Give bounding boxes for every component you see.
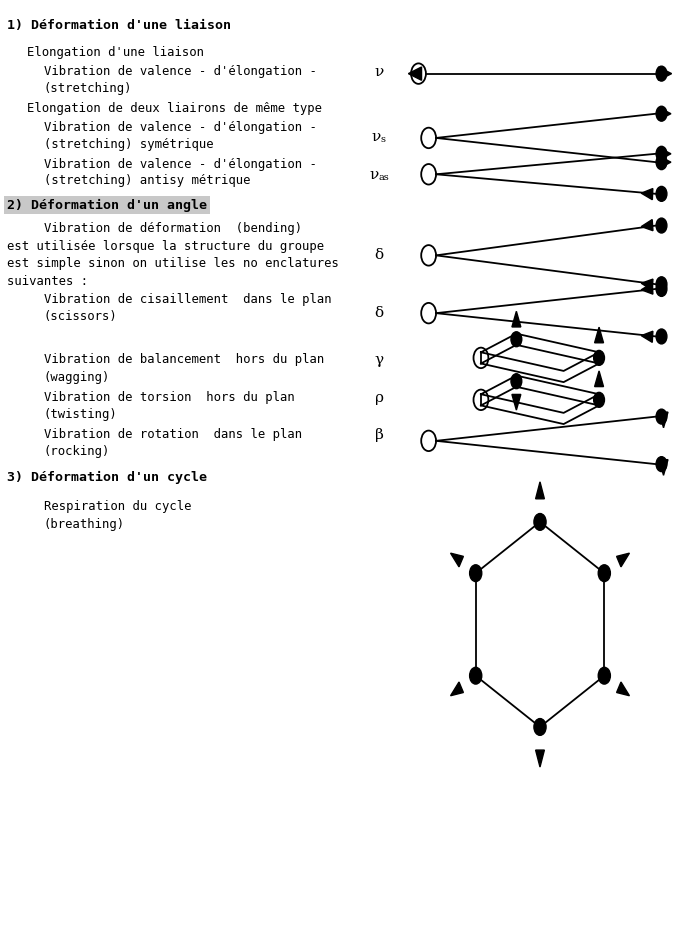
Text: 2) Déformation d'un angle: 2) Déformation d'un angle <box>7 199 207 212</box>
Polygon shape <box>641 331 653 342</box>
Circle shape <box>656 409 667 424</box>
Circle shape <box>594 392 605 407</box>
Circle shape <box>656 66 667 81</box>
Polygon shape <box>616 682 630 695</box>
Text: (stretching) symétrique: (stretching) symétrique <box>44 138 213 151</box>
Circle shape <box>511 374 522 389</box>
Circle shape <box>656 281 667 296</box>
Text: (scissors): (scissors) <box>44 310 117 323</box>
Text: Vibration de valence - d'élongation -: Vibration de valence - d'élongation - <box>44 65 317 78</box>
Text: (breathing): (breathing) <box>44 518 125 531</box>
Text: (twisting): (twisting) <box>44 408 117 421</box>
Polygon shape <box>408 67 421 80</box>
Text: β: β <box>375 428 383 442</box>
Text: Vibration de cisaillement  dans le plan: Vibration de cisaillement dans le plan <box>44 293 331 306</box>
Polygon shape <box>659 459 668 475</box>
Text: δ: δ <box>375 248 384 262</box>
Polygon shape <box>595 327 603 343</box>
Text: Respiration du cycle: Respiration du cycle <box>44 500 192 514</box>
Text: Vibration de torsion  hors du plan: Vibration de torsion hors du plan <box>44 391 294 404</box>
Circle shape <box>656 146 667 161</box>
Polygon shape <box>659 412 668 428</box>
Text: suivantes :: suivantes : <box>7 275 88 288</box>
Text: γ: γ <box>375 353 384 367</box>
Text: ν: ν <box>375 65 384 79</box>
Circle shape <box>470 565 482 582</box>
Circle shape <box>656 106 667 121</box>
Polygon shape <box>595 371 603 387</box>
Circle shape <box>656 186 667 201</box>
Text: 3) Déformation d'un cycle: 3) Déformation d'un cycle <box>7 471 207 484</box>
Text: as: as <box>378 173 389 183</box>
Circle shape <box>534 719 546 735</box>
Text: (stretching) antisy métrique: (stretching) antisy métrique <box>44 174 250 187</box>
Polygon shape <box>450 682 464 695</box>
Text: (wagging): (wagging) <box>44 371 110 384</box>
Text: Vibration de déformation  (bending): Vibration de déformation (bending) <box>44 222 302 235</box>
Circle shape <box>656 218 667 233</box>
Polygon shape <box>616 553 630 567</box>
Text: Vibration de valence - d'élongation -: Vibration de valence - d'élongation - <box>44 158 317 171</box>
Text: 1) Déformation d'une liaison: 1) Déformation d'une liaison <box>7 19 231 32</box>
Polygon shape <box>658 67 672 80</box>
Polygon shape <box>512 394 521 410</box>
Text: Elongation d'une liaison: Elongation d'une liaison <box>27 46 204 59</box>
Text: est simple sinon on utilise les no enclatures: est simple sinon on utilise les no encla… <box>7 257 339 270</box>
Polygon shape <box>536 750 544 767</box>
Text: δ: δ <box>375 306 384 320</box>
Text: s: s <box>380 135 385 144</box>
Polygon shape <box>659 107 671 120</box>
Polygon shape <box>641 279 653 290</box>
Circle shape <box>511 332 522 347</box>
Polygon shape <box>641 220 653 231</box>
Circle shape <box>598 667 610 684</box>
Text: Vibration de rotation  dans le plan: Vibration de rotation dans le plan <box>44 428 302 441</box>
Circle shape <box>598 565 610 582</box>
Text: ρ: ρ <box>375 391 383 404</box>
Polygon shape <box>659 156 671 169</box>
Text: ν: ν <box>370 168 379 182</box>
Text: Vibration de valence - d'élongation -: Vibration de valence - d'élongation - <box>44 121 317 134</box>
Polygon shape <box>450 553 464 567</box>
Polygon shape <box>512 311 521 327</box>
Text: Elongation de deux liairons de même type: Elongation de deux liairons de même type <box>27 102 322 115</box>
Circle shape <box>656 155 667 170</box>
Polygon shape <box>536 482 544 499</box>
Circle shape <box>656 277 667 292</box>
Polygon shape <box>659 147 671 160</box>
Text: (rocking): (rocking) <box>44 445 110 459</box>
Circle shape <box>534 514 546 530</box>
Circle shape <box>470 667 482 684</box>
Text: ν: ν <box>371 130 381 144</box>
Circle shape <box>594 350 605 365</box>
Polygon shape <box>641 283 653 295</box>
Text: (stretching): (stretching) <box>44 82 132 95</box>
Polygon shape <box>641 188 653 199</box>
Text: Vibration de balancement  hors du plan: Vibration de balancement hors du plan <box>44 353 324 366</box>
Circle shape <box>656 457 667 472</box>
Circle shape <box>656 329 667 344</box>
Text: est utilisée lorsque la structure du groupe: est utilisée lorsque la structure du gro… <box>7 240 324 253</box>
